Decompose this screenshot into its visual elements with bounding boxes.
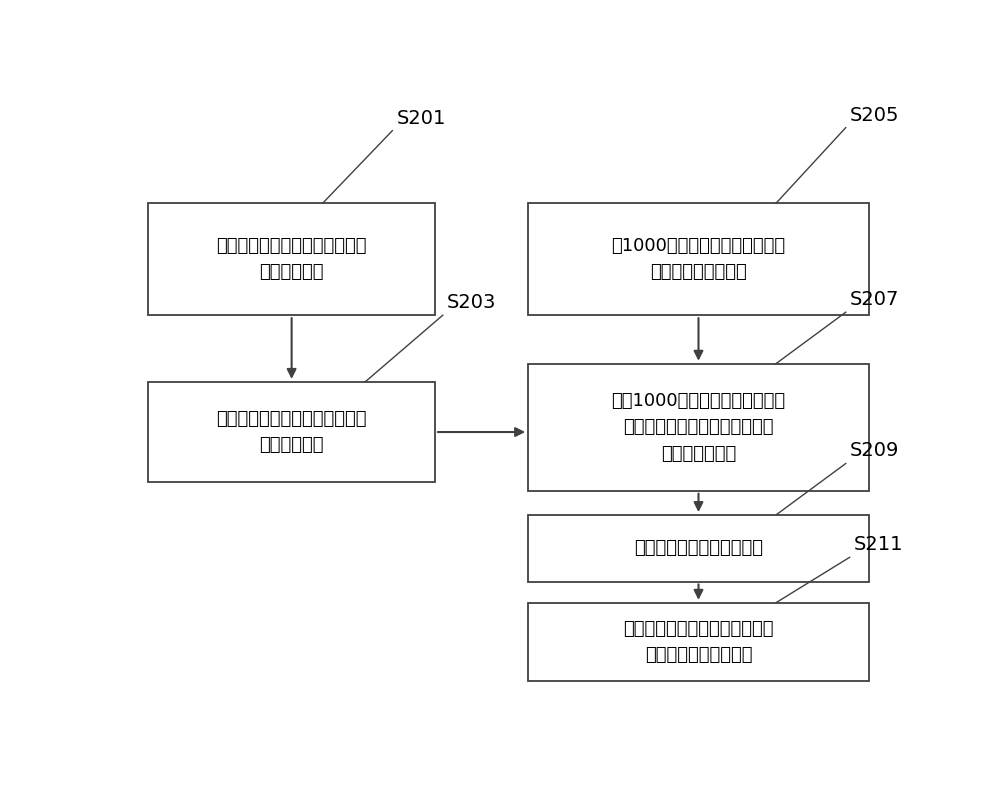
- FancyBboxPatch shape: [528, 364, 869, 490]
- Text: S205: S205: [850, 105, 899, 124]
- Text: S203: S203: [447, 293, 496, 312]
- Text: S209: S209: [850, 442, 899, 461]
- FancyBboxPatch shape: [528, 204, 869, 315]
- Text: 取1000份高血压病历数据，由医
学专家进行分档评分: 取1000份高血压病历数据，由医 学专家进行分档评分: [611, 237, 786, 281]
- Text: S201: S201: [396, 108, 446, 127]
- Text: 通过回归算法生成训练模型: 通过回归算法生成训练模型: [634, 539, 763, 557]
- FancyBboxPatch shape: [528, 603, 869, 681]
- Text: 确定1000份病历数据包含的第一
关键信息和第二关键信息，并生
成关键信息向量: 确定1000份病历数据包含的第一 关键信息和第二关键信息，并生 成关键信息向量: [611, 391, 786, 463]
- Text: S211: S211: [854, 535, 903, 554]
- Text: S207: S207: [850, 290, 899, 309]
- FancyBboxPatch shape: [528, 515, 869, 582]
- Text: 根据临床路径、诊疗指南等确定
第二关键信息: 根据临床路径、诊疗指南等确定 第二关键信息: [216, 410, 367, 454]
- FancyBboxPatch shape: [148, 204, 435, 315]
- FancyBboxPatch shape: [148, 382, 435, 482]
- Text: 根据《病历书写基本规范》确定
第一关键信息: 根据《病历书写基本规范》确定 第一关键信息: [216, 237, 367, 281]
- Text: 针对待评价的病历数据运行训练
模型，以得到评价结果: 针对待评价的病历数据运行训练 模型，以得到评价结果: [623, 620, 774, 664]
